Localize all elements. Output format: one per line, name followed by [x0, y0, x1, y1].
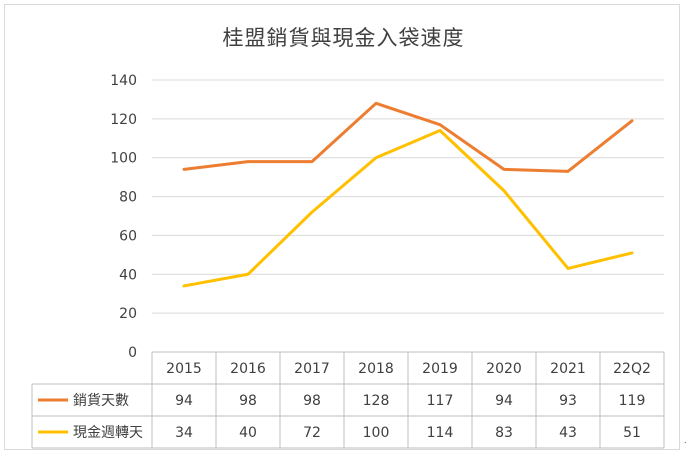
chart-frame: [4, 4, 680, 450]
data-table-value: 94: [175, 393, 193, 409]
x-category-label: 22Q2: [613, 361, 651, 377]
data-table-value: 93: [559, 393, 577, 409]
data-table-value: 100: [363, 425, 390, 441]
data-table-value: 98: [239, 393, 257, 409]
series-name-2: 現金週轉天: [73, 425, 143, 441]
series-name-1: 銷貨天數: [73, 392, 129, 409]
x-category-label: 2019: [422, 361, 458, 377]
data-table-value: 34: [175, 425, 193, 441]
data-table-value: 83: [495, 425, 513, 441]
data-table-value: 119: [619, 393, 646, 409]
data-table-value: 114: [427, 425, 454, 441]
series-line-2: [182, 129, 634, 288]
y-tick-label: 0: [128, 345, 137, 361]
y-tick-label: 120: [110, 112, 137, 128]
y-tick-label: 60: [119, 228, 137, 244]
data-table-value: 51: [623, 425, 641, 441]
data-table-value: 72: [303, 425, 321, 441]
data-table-value: 128: [363, 393, 390, 409]
x-category-label: 2015: [166, 361, 202, 377]
y-tick-label: 100: [110, 151, 137, 167]
x-category-label: 2018: [358, 361, 394, 377]
chart-title: 桂盟銷貨與現金入袋速度: [222, 26, 465, 50]
data-table-value: 43: [559, 425, 577, 441]
y-tick-label: 40: [119, 267, 137, 283]
y-tick-label: 140: [110, 73, 137, 89]
x-category-label: 2016: [230, 361, 266, 377]
trailing-dot: .: [684, 436, 687, 445]
data-table-value: 117: [427, 393, 454, 409]
x-category-label: 2021: [550, 361, 586, 377]
y-tick-label: 80: [119, 190, 137, 206]
y-tick-label: 20: [119, 306, 137, 322]
data-table-value: 98: [303, 393, 321, 409]
data-table-value: 40: [239, 425, 257, 441]
series-line-1: [182, 101, 634, 173]
x-category-label: 2017: [294, 361, 330, 377]
data-table-value: 94: [495, 393, 513, 409]
x-category-label: 2020: [486, 361, 522, 377]
